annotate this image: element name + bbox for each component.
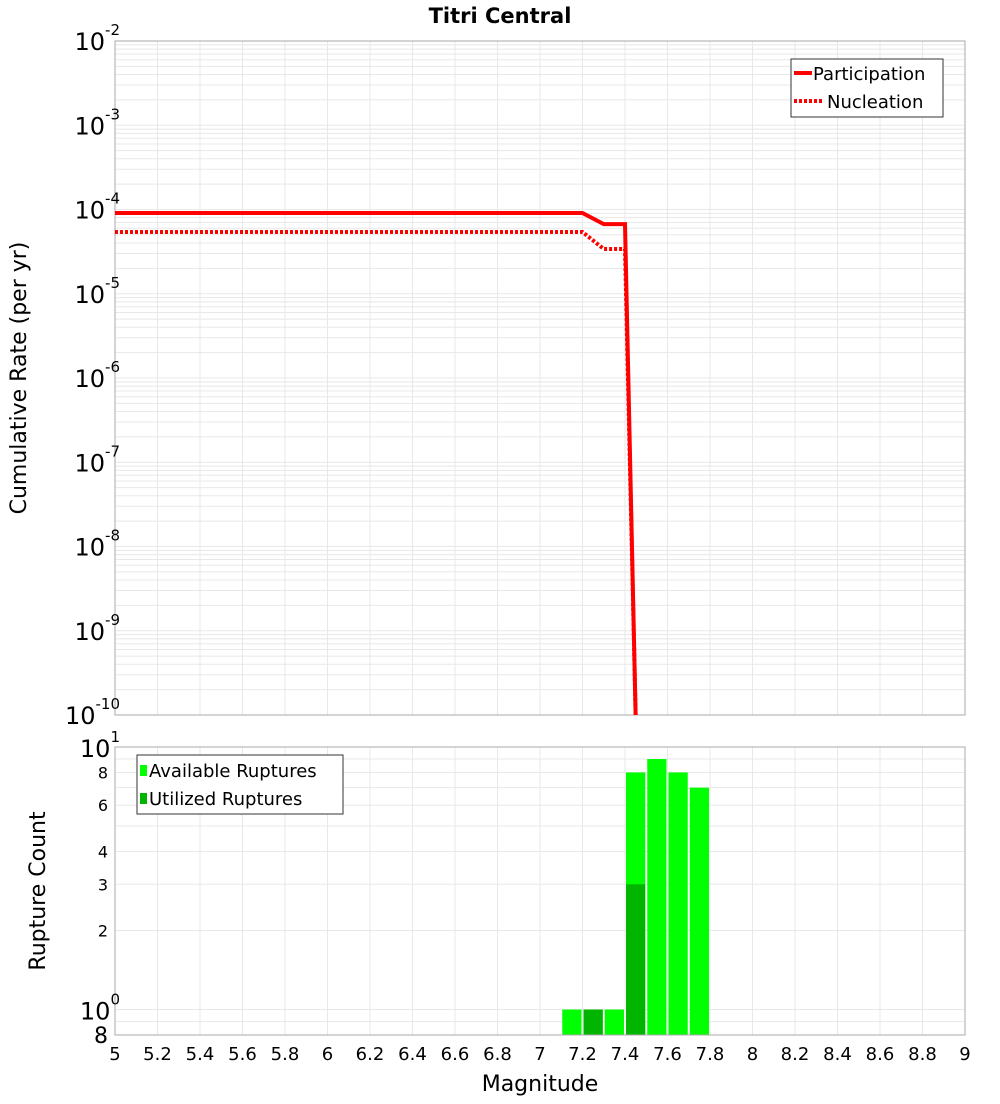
nucleation-legend-label: Nucleation — [827, 92, 923, 113]
x-tick-label: 5.4 — [186, 1044, 215, 1065]
x-tick-label: 5.8 — [271, 1044, 300, 1065]
y-tick-label: 101 — [80, 728, 120, 763]
participation-line — [115, 210, 638, 716]
y-tick-label: 10-7 — [74, 442, 120, 477]
utilized-legend-swatch — [140, 793, 147, 804]
x-tick-label: 7.4 — [611, 1044, 640, 1065]
x-axis-label: Magnitude — [482, 1072, 599, 1097]
y-tick-label: 6 — [98, 796, 108, 815]
chart-title: Titri Central — [429, 4, 572, 28]
available-bar — [562, 1009, 582, 1035]
count-bars — [562, 759, 709, 1035]
x-tick-label: 8.2 — [781, 1044, 810, 1065]
x-tick-label: 7.8 — [696, 1044, 725, 1065]
available-bar — [689, 787, 709, 1035]
x-tick-label: 5.2 — [143, 1044, 172, 1065]
available-bar — [647, 759, 667, 1035]
x-tick-label: 5 — [109, 1044, 120, 1065]
count-plot-grid — [115, 747, 965, 1035]
y-tick-label: 3 — [98, 875, 108, 894]
y-tick-label: 10-2 — [74, 21, 120, 56]
y-tick-label: 8 — [94, 1024, 108, 1049]
y-tick-label: 10-9 — [74, 611, 120, 646]
utilized-bar — [626, 884, 646, 1035]
y-tick-label: 10-8 — [74, 527, 120, 562]
y-tick-label: 8 — [98, 763, 108, 782]
y-tick-label: 10-10 — [65, 695, 120, 730]
x-tick-label: 6.2 — [356, 1044, 385, 1065]
x-tick-label: 9 — [959, 1044, 970, 1065]
x-ticks: 5 5.2 5.4 5.6 5.8 6 6.2 6.4 6.6 6.8 7 7.2 7.4 7.6 7.8 8… — [109, 1044, 970, 1065]
x-tick-label: 6.6 — [441, 1044, 470, 1065]
y-tick-label: 10-5 — [74, 274, 120, 309]
x-tick-label: 7 — [534, 1044, 545, 1065]
participation-legend-label: Participation — [813, 64, 925, 85]
available-legend-label: Available Ruptures — [149, 761, 317, 782]
x-tick-label: 8.8 — [908, 1044, 937, 1065]
available-bar — [668, 772, 688, 1035]
rate-legend: Participation Nucleation — [790, 58, 944, 118]
x-tick-label: 8.6 — [866, 1044, 895, 1065]
x-tick-label: 7.2 — [568, 1044, 597, 1065]
rate-plot-frame — [114, 40, 966, 716]
y-tick-label: 10-4 — [74, 190, 120, 225]
y-tick-label: 10-3 — [74, 105, 120, 140]
y-tick-label: 10-6 — [74, 358, 120, 393]
utilized-legend-label: Utilized Ruptures — [149, 789, 302, 810]
nucleation-line — [115, 230, 638, 716]
x-tick-label: 6.8 — [483, 1044, 512, 1065]
x-tick-label: 7.6 — [653, 1044, 682, 1065]
available-legend-swatch — [140, 765, 147, 776]
rate-y-ticks: 10-10 10-9 10-8 10-7 10-6 10-5 10-4 10-3 10-2 — [65, 21, 120, 730]
utilized-bar — [583, 1009, 603, 1035]
x-tick-label: 8.4 — [823, 1044, 852, 1065]
count-legend: Available Ruptures Utilized Ruptures — [136, 754, 344, 815]
x-tick-label: 5.6 — [228, 1044, 257, 1065]
count-y-axis-label: Rupture Count — [26, 811, 51, 971]
y-tick-label: 100 — [80, 991, 120, 1026]
count-plot-frame — [114, 746, 966, 1036]
rate-plot-grid — [115, 41, 965, 716]
x-tick-label: 6.4 — [398, 1044, 427, 1065]
x-tick-label: 8 — [747, 1044, 758, 1065]
x-tick-label: 6 — [322, 1044, 333, 1065]
y-tick-label: 2 — [98, 922, 108, 941]
rate-series — [115, 210, 638, 716]
available-bar — [604, 1009, 624, 1035]
rate-y-axis-label: Cumulative Rate (per yr) — [7, 242, 32, 515]
y-tick-label: 4 — [98, 842, 108, 861]
